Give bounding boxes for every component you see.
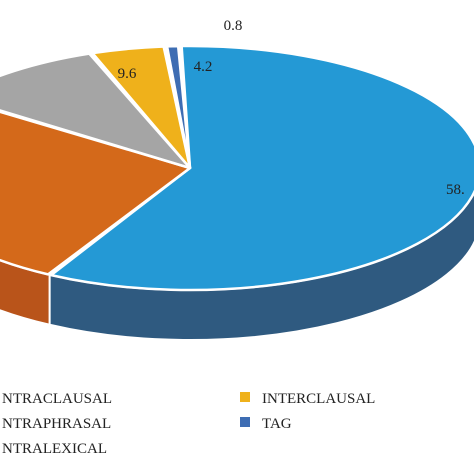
legend-label: NTRACLAUSAL bbox=[2, 391, 112, 407]
legend-item: NTRAPHRASAL bbox=[2, 416, 111, 432]
legend-label: NTRALEXICAL bbox=[2, 441, 107, 457]
data-label-intralexical: 9.6 bbox=[118, 66, 137, 82]
pie-labels: 58. 9.6 4.2 0.8 bbox=[118, 18, 465, 198]
legend-label: TAG bbox=[262, 416, 292, 432]
data-label-interclausal: 4.2 bbox=[194, 59, 213, 75]
pie-slice-tag bbox=[165, 44, 192, 170]
legend: NTRACLAUSAL INTERCLAUSAL NTRAPHRASAL TAG NTR… bbox=[2, 391, 375, 457]
pie-side-intraphrasal bbox=[0, 259, 51, 327]
legend-label: NTRAPHRASAL bbox=[2, 416, 111, 432]
legend-item: TAG bbox=[240, 416, 292, 432]
legend-swatch bbox=[240, 392, 250, 402]
pie-slice-intralexical bbox=[0, 52, 192, 170]
legend-item: NTRALEXICAL bbox=[2, 441, 107, 457]
pie-slice-interclausal bbox=[91, 45, 192, 170]
pie-slice-intraphrasal bbox=[0, 110, 192, 276]
data-label-intraclausal: 58. bbox=[446, 182, 465, 198]
pie-tops bbox=[0, 44, 474, 292]
legend-label: INTERCLAUSAL bbox=[262, 391, 375, 407]
legend-item: NTRACLAUSAL bbox=[2, 391, 112, 407]
legend-swatch bbox=[240, 417, 250, 427]
legend-item: INTERCLAUSAL bbox=[240, 391, 375, 407]
data-label-tag: 0.8 bbox=[224, 18, 243, 34]
pie-slice-intraclausal bbox=[49, 44, 474, 292]
